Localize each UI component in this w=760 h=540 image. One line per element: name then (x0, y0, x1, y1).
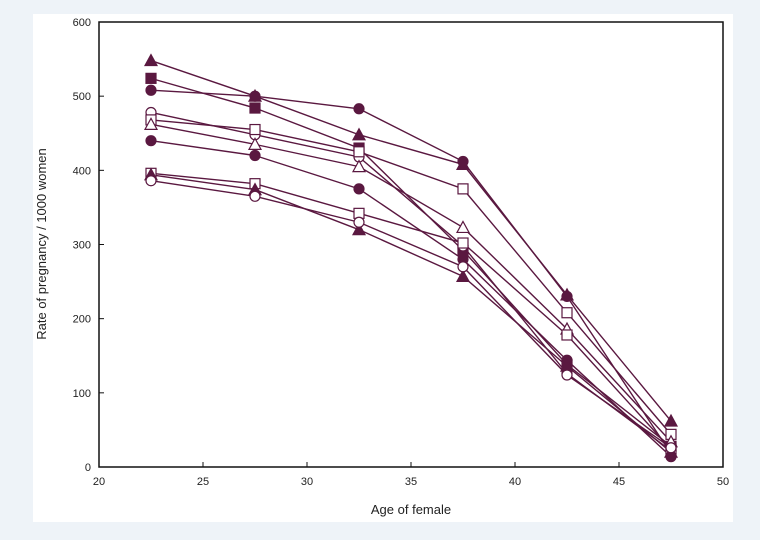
data-point (353, 146, 365, 158)
data-point (143, 53, 159, 67)
series-line-5 (150, 119, 672, 435)
series-layer (143, 53, 679, 463)
data-point (145, 175, 157, 187)
data-point (561, 369, 573, 381)
data-point (353, 216, 365, 228)
data-point (457, 155, 469, 168)
x-axis: 20 25 30 35 40 45 50 (93, 462, 729, 488)
series-line-3 (150, 89, 672, 455)
x-tick-label: 40 (509, 476, 521, 488)
y-axis: 0 100 200 300 400 500 600 (73, 17, 104, 474)
chart-figure: 20 25 30 35 40 45 50 0 100 200 300 400 500 600 Age o… (33, 14, 733, 522)
data-point (143, 117, 159, 130)
y-tick-label: 300 (73, 240, 91, 252)
series-line-10 (150, 180, 672, 449)
data-point (249, 190, 261, 202)
data-point (145, 135, 157, 147)
data-point (561, 329, 573, 341)
x-tick-label: 45 (613, 476, 625, 488)
y-tick-label: 200 (73, 314, 91, 326)
data-point (665, 442, 677, 454)
data-point (249, 90, 261, 102)
y-tick-label: 100 (73, 388, 91, 400)
y-tick-label: 0 (85, 462, 91, 474)
data-point (455, 269, 471, 282)
data-point (663, 413, 679, 427)
data-point (353, 103, 365, 115)
series-line-7 (150, 139, 672, 458)
y-tick-label: 400 (73, 165, 91, 177)
series-line-2 (150, 77, 672, 447)
x-tick-label: 50 (717, 476, 729, 488)
data-point (351, 159, 367, 173)
data-point (455, 220, 471, 234)
series-line-9 (150, 174, 672, 453)
line-chart: 20 25 30 35 40 45 50 0 100 200 300 400 500 600 Age o… (34, 17, 729, 517)
data-point (249, 102, 261, 114)
y-tick-label: 600 (73, 17, 91, 29)
data-point (247, 137, 263, 150)
data-point (145, 72, 157, 84)
data-point (457, 183, 469, 195)
x-tick-label: 30 (301, 476, 313, 488)
series-line-6 (150, 123, 672, 443)
data-point (351, 127, 367, 141)
x-tick-label: 35 (405, 476, 417, 488)
data-point (249, 123, 261, 136)
data-point (561, 307, 573, 319)
x-tick-label: 20 (93, 476, 105, 488)
data-point (145, 84, 157, 96)
y-axis-title: Rate of pregnancy / 1000 women (34, 148, 49, 340)
data-point (457, 261, 469, 273)
data-point (351, 222, 367, 236)
x-axis-title: Age of female (371, 502, 451, 517)
data-point (457, 237, 469, 249)
x-tick-label: 25 (197, 476, 209, 488)
data-point (561, 290, 573, 303)
y-tick-label: 500 (73, 91, 91, 103)
series-line-4 (150, 111, 672, 452)
data-point (249, 149, 261, 162)
data-point (353, 183, 365, 195)
series-line-1 (150, 59, 672, 422)
series-line-8 (150, 172, 672, 450)
